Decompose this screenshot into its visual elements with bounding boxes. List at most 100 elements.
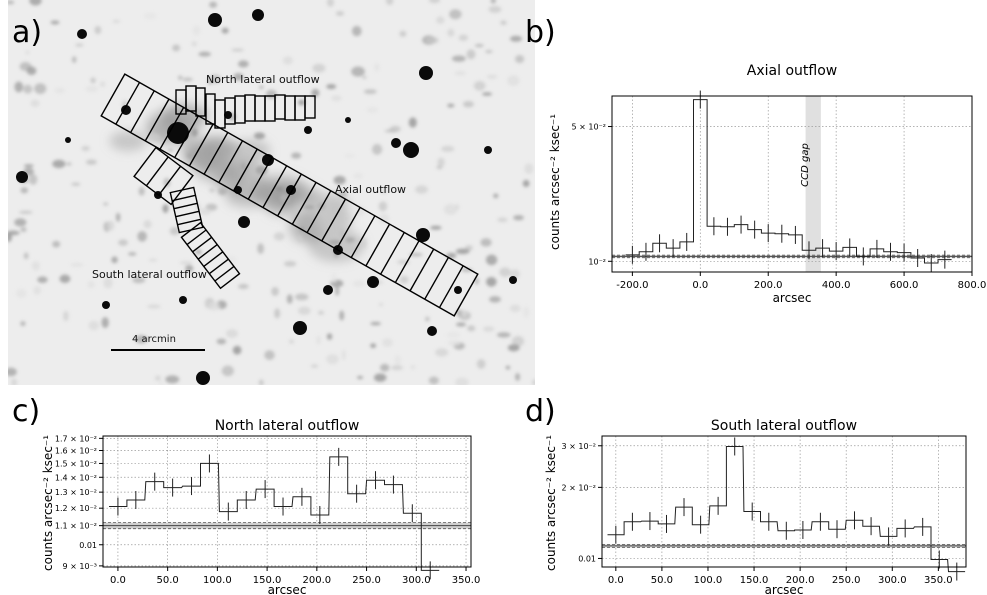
noise-blob (20, 227, 27, 233)
noise-blob (297, 99, 306, 106)
noise-blob (515, 55, 525, 64)
noise-blob (382, 189, 387, 194)
south-region-upper-divider (145, 156, 169, 187)
noise-blob (258, 379, 264, 385)
noise-blob (99, 81, 106, 88)
noise-blob (316, 335, 321, 345)
noise-blob (447, 28, 455, 37)
axial-region-divider (203, 132, 229, 175)
noise-blob (461, 309, 468, 317)
panel-label-d: d) (525, 394, 556, 429)
noise-blob (352, 280, 366, 287)
y-tick-label: 10⁻² (588, 257, 606, 266)
noise-blob (509, 304, 521, 313)
noise-blob (310, 364, 319, 368)
noise-blob (507, 75, 520, 86)
noise-blob (101, 317, 109, 329)
noise-blob (447, 103, 455, 108)
diffuse-patch (308, 228, 365, 263)
axial-region-divider (409, 248, 435, 292)
noise-blob (437, 157, 445, 167)
noise-blob (524, 163, 534, 174)
x-tick-label: 150.0 (740, 575, 769, 586)
noise-blob (441, 145, 455, 152)
noise-blob (482, 326, 495, 332)
axial-region-divider (365, 223, 391, 267)
noise-blob (221, 27, 229, 34)
south-region-lower-divider (192, 236, 213, 253)
noise-blob (118, 239, 128, 246)
x-tick-label: 150.0 (253, 575, 282, 586)
noise-blob (19, 210, 33, 214)
x-tick-label: 300.0 (878, 575, 907, 586)
noise-blob (148, 133, 161, 141)
profile-step-line (109, 456, 440, 571)
noise-blob (486, 74, 498, 79)
noise-blob (106, 220, 115, 231)
noise-blob (209, 74, 222, 84)
noise-blob (162, 204, 169, 213)
noise-blob (489, 296, 501, 303)
noise-blob (253, 132, 266, 140)
panel-label-c: c) (12, 394, 41, 429)
noise-blob (23, 84, 33, 94)
noise-blob (255, 165, 268, 175)
point-source (102, 301, 110, 309)
y-tick-label: 9 × 10⁻³ (63, 562, 98, 571)
noise-blob (63, 310, 69, 322)
x-tick-label: 600.0 (890, 280, 919, 291)
noise-blob (481, 92, 493, 96)
point-source (484, 146, 492, 154)
noise-blob (169, 227, 180, 236)
noise-blob (218, 187, 227, 196)
chart-c-plot: 0.0 50.0 100.0 150.0 200.0 250.0 300.0 350.0 9 ×… (55, 434, 480, 586)
noise-blob (496, 332, 511, 338)
south-region-lower-divider (208, 258, 229, 275)
noise-blob (52, 240, 61, 248)
x-tick-label: 0.0 (608, 575, 624, 586)
x-tick-label: 400.0 (822, 280, 851, 291)
noise-blob (37, 276, 48, 283)
noise-blob (328, 239, 341, 245)
noise-blob (523, 306, 530, 318)
noise-blob (474, 44, 484, 48)
noise-blob (198, 51, 211, 57)
axial-region-divider (335, 207, 361, 250)
noise-blob (186, 153, 193, 159)
noise-blob (295, 293, 309, 301)
point-source (419, 66, 433, 80)
axial-region-divider (321, 198, 347, 242)
noise-blob (195, 249, 202, 255)
noise-blob (366, 107, 378, 113)
noise-blob (144, 12, 157, 20)
noise-blob (466, 49, 476, 60)
diffuse-patch (159, 102, 210, 128)
x-tick-label: 250.0 (352, 575, 381, 586)
noise-blob (333, 175, 346, 185)
noise-blob (331, 95, 342, 102)
noise-blob (493, 193, 499, 199)
noise-blob (317, 310, 325, 315)
noise-blob (199, 208, 212, 216)
y-tick-label: 1.4 × 10⁻² (55, 473, 97, 482)
noise-blob (311, 88, 320, 97)
noise-blob (385, 0, 394, 6)
axial-region-divider (277, 173, 302, 217)
axial-region-divider (247, 157, 273, 200)
noise-blob (284, 261, 297, 267)
noise-blob (14, 81, 24, 93)
noise-blob (297, 235, 303, 242)
noise-blob (511, 336, 525, 347)
noise-blob (30, 99, 40, 107)
noise-blob (23, 252, 29, 260)
noise-blob (103, 202, 109, 206)
axial-region-divider (232, 148, 258, 192)
panel-label-a: a) (12, 15, 43, 50)
noise-blob (34, 83, 47, 94)
chart-d-title: South lateral outflow (710, 418, 858, 434)
axial-region-divider (438, 265, 464, 308)
noise-blob (474, 277, 479, 285)
south-region-middle-divider (173, 202, 198, 210)
